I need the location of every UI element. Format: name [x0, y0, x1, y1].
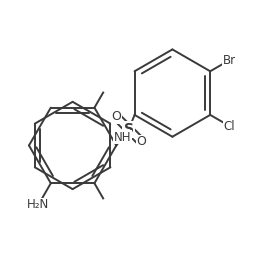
Text: O: O — [111, 110, 121, 123]
Text: Cl: Cl — [223, 120, 234, 133]
Text: NH: NH — [113, 131, 131, 144]
Text: Br: Br — [222, 54, 235, 67]
Text: S: S — [123, 122, 133, 136]
Text: H₂N: H₂N — [27, 198, 49, 211]
Text: O: O — [136, 135, 146, 148]
